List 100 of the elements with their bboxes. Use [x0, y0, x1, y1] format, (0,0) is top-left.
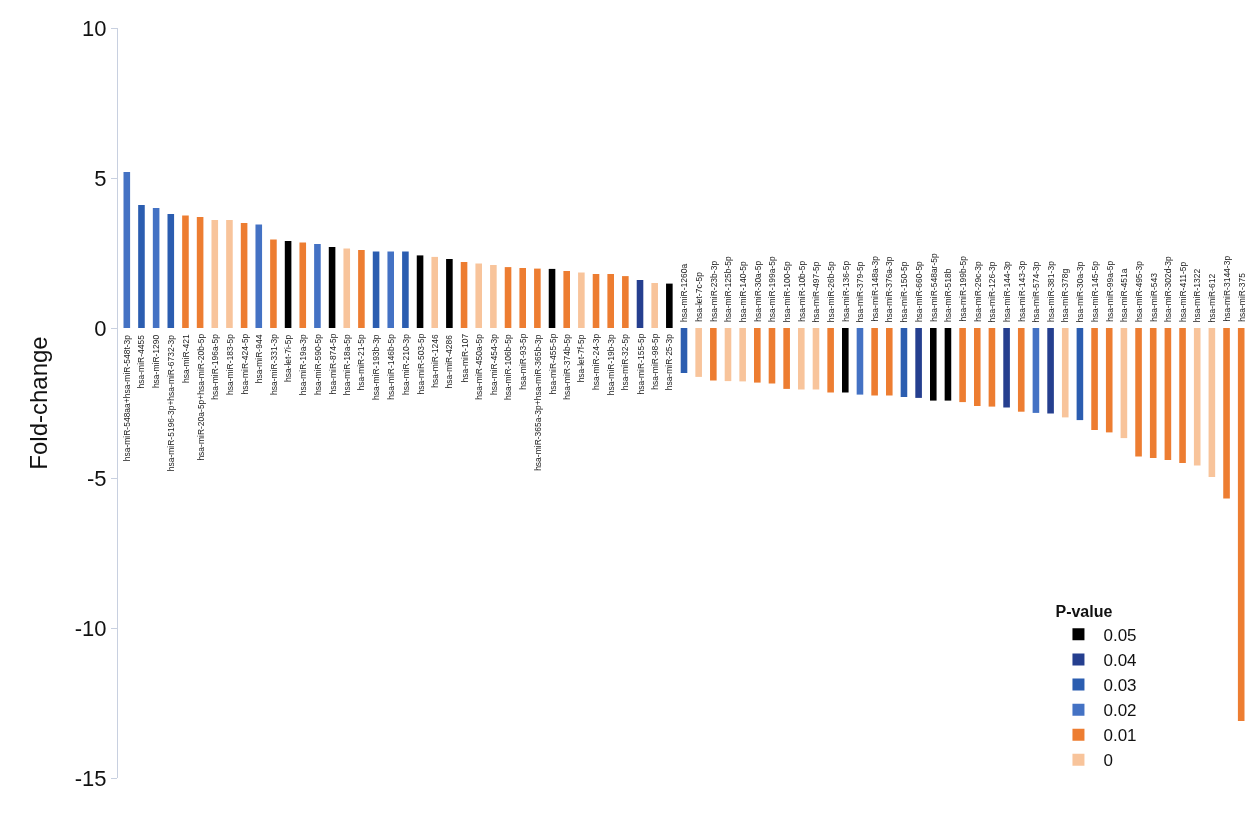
- y-tick-label: -10: [74, 615, 107, 641]
- bar: [1047, 328, 1054, 414]
- x-tick-label: hsa-miR-1290: [151, 334, 162, 389]
- bar: [724, 328, 732, 382]
- bar: [490, 265, 497, 328]
- x-tick-label: hsa-miR-29c-3p: [972, 261, 983, 322]
- x-tick-label: hsa-miR-20a-5p+hsa-miR-20b-5p: [195, 333, 206, 461]
- x-tick-label: hsa-let-7c-5p: [693, 271, 704, 322]
- x-tick-label: hsa-miR-196a-5p: [209, 333, 220, 400]
- x-tick-label: hsa-miR-424-5p: [239, 333, 250, 395]
- bar: [592, 274, 600, 328]
- x-tick-label: hsa-miR-590-5p: [312, 333, 323, 395]
- y-tick-label: -15: [74, 765, 107, 791]
- x-tick-label: hsa-miR-503-5p: [415, 333, 426, 395]
- x-tick-label: hsa-miR-26b-5p: [826, 260, 837, 323]
- x-tick-label: hsa-miR-148a-3p: [869, 255, 880, 322]
- legend-label: 0.03: [1103, 676, 1137, 696]
- x-tick-label: hsa-miR-381-3p: [1046, 260, 1057, 323]
- x-tick-label: hsa-miR-1260a: [679, 263, 689, 322]
- bar: [929, 328, 937, 401]
- bar: [885, 328, 893, 396]
- bar: [270, 239, 277, 328]
- bar: [1149, 328, 1157, 458]
- x-tick-label: hsa-miR-100-5p: [782, 260, 793, 323]
- bar: [314, 244, 321, 328]
- x-tick-label: hsa-miR-193b-3p: [371, 334, 382, 401]
- x-tick-label: hsa-miR-944: [254, 334, 265, 384]
- bar: [1208, 328, 1216, 478]
- x-tick-label: hsa-miR-302d-3p: [1162, 255, 1173, 322]
- x-tick-label: hsa-miR-125b-5p: [722, 256, 733, 322]
- bar: [871, 328, 878, 396]
- x-tick-label: hsa-miR-140-5p: [738, 260, 749, 323]
- bar: [973, 328, 981, 406]
- bar: [534, 268, 541, 328]
- bar: [138, 205, 145, 328]
- bar: [578, 272, 585, 328]
- x-tick-label: hsa-miR-32-5p: [620, 333, 631, 391]
- bar: [475, 263, 483, 328]
- bar: [1076, 328, 1084, 421]
- bar: [666, 283, 673, 328]
- x-tick-label: hsa-miR-4455: [136, 334, 147, 389]
- bar: [152, 208, 160, 328]
- bar: [622, 276, 629, 328]
- x-tick-label: hsa-miR-543: [1148, 272, 1159, 322]
- bar: [123, 172, 131, 328]
- bar: [182, 215, 189, 328]
- x-tick-label: hsa-miR-144-3p: [1002, 260, 1013, 323]
- bar: [988, 328, 996, 407]
- x-tick-label: hsa-miR-93-5p: [517, 333, 528, 390]
- x-tick-label: hsa-miR-451a: [1118, 268, 1129, 322]
- bar: [827, 328, 834, 393]
- x-tick-label: hsa-miR-454-3p: [488, 333, 499, 395]
- x-tick-label: hsa-miR-497-5p: [811, 261, 822, 323]
- x-tick-label: hsa-miR-199a-5p: [766, 256, 777, 322]
- x-tick-label: hsa-miR-145-5p: [1090, 260, 1101, 323]
- legend-label: 0.01: [1103, 726, 1137, 746]
- x-tick-label: hsa-miR-24-3p: [591, 333, 602, 391]
- x-tick-label: hsa-miR-143-3p: [1016, 260, 1027, 322]
- x-tick-label: hsa-miR-374b-5p: [561, 333, 572, 400]
- legend-label: 0.05: [1103, 625, 1137, 645]
- bar: [548, 268, 556, 328]
- x-tick-label: hsa-miR-210-3p: [400, 333, 411, 395]
- x-tick-label: hsa-miR-183-5p: [224, 333, 235, 395]
- bar: [754, 328, 761, 383]
- x-tick-label: hsa-miR-21-5p: [356, 333, 367, 391]
- x-tick-label: hsa-miR-150-5p: [899, 261, 910, 323]
- bar: [519, 268, 526, 328]
- bar: [1120, 328, 1128, 439]
- y-tick-label: 5: [94, 165, 107, 191]
- bar: [284, 241, 292, 328]
- bar: [1105, 328, 1113, 433]
- y-axis-title: Fold-change: [24, 336, 52, 470]
- y-tick-label: 10: [82, 15, 107, 41]
- x-tick-label: hsa-miR-5196-3p+hsa-miR-6732-3p: [166, 334, 177, 472]
- x-tick-label: hsa-miR-136-5p: [840, 260, 851, 322]
- x-tick-label: hsa-miR-660-5p: [914, 260, 925, 323]
- x-tick-label: hsa-miR-455-5p: [547, 333, 558, 395]
- x-tick-label: hsa-miR-23b-3p: [708, 260, 719, 322]
- bar: [226, 220, 233, 328]
- bar: [1164, 328, 1172, 460]
- bar: [211, 220, 219, 328]
- bar: [358, 250, 365, 328]
- legend-label: 0.04: [1103, 651, 1137, 671]
- bar: [1193, 328, 1201, 466]
- bar: [680, 328, 688, 373]
- bar: [343, 248, 351, 328]
- x-tick-label: hsa-miR-19a-3p: [298, 334, 309, 396]
- bar: [739, 328, 746, 382]
- x-tick-label: hsa-miR-199b-5p: [957, 255, 968, 322]
- x-tick-label: hsa-miR-30a-5p: [752, 260, 763, 322]
- x-tick-label: hsa-miR-126-3p: [987, 261, 998, 323]
- bar: [959, 328, 966, 403]
- y-tick-label: 0: [94, 315, 107, 341]
- bar: [1237, 328, 1245, 721]
- x-tick-label: hsa-miR-331-3p: [268, 333, 279, 395]
- bar: [695, 328, 702, 377]
- bar: [856, 328, 864, 395]
- x-tick-label: hsa-miR-548aa+hsa-miR-548t-3p: [122, 334, 133, 462]
- bar: [1003, 328, 1010, 408]
- bar: [798, 328, 805, 390]
